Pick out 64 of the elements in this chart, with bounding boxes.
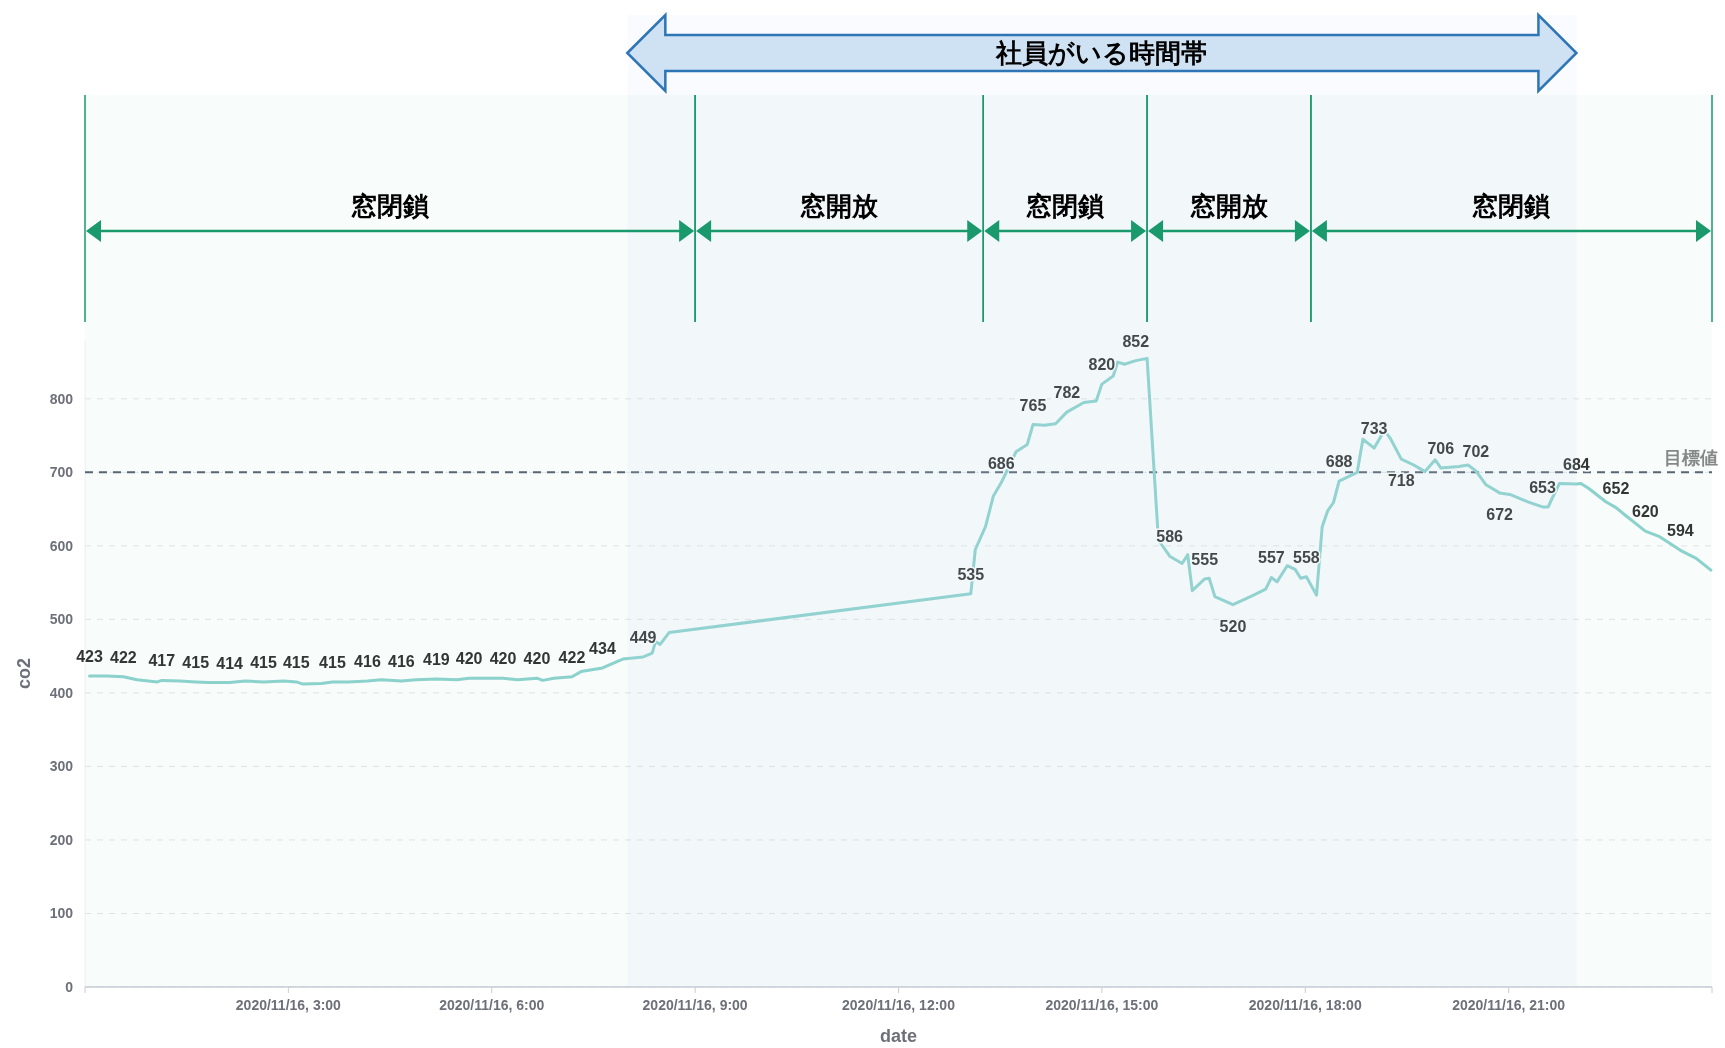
data-label: 415 [282,653,310,671]
data-label: 688 [1325,453,1353,471]
band-label: 窓閉鎖 [1472,191,1552,221]
data-label: 416 [354,653,381,671]
data-label: 520 [1219,617,1247,635]
y-tick-label: 100 [49,905,74,922]
data-label: 586 [1156,528,1184,546]
data-label: 782 [1053,384,1081,402]
data-label: 419 [423,650,450,668]
y-tick-label: 200 [49,831,74,848]
data-label: 420 [523,650,551,668]
data-label: 415 [250,653,277,671]
data-label: 449 [629,628,657,646]
data-label: 684 [1563,456,1590,474]
data-label: 706 [1427,439,1455,457]
data-label: 420 [489,650,517,668]
data-label: 415 [182,653,210,671]
y-tick-label: 400 [49,684,74,701]
data-label: 852 [1122,332,1150,350]
data-label: 558 [1293,548,1320,566]
x-tick-label: 2020/11/16, 21:00 [1452,997,1566,1013]
data-label: 702 [1462,442,1490,460]
band-label: 窓開放 [800,191,880,221]
x-tick-label: 2020/11/16, 6:00 [439,997,545,1013]
ref-line-label: 目標値 [1664,448,1718,469]
x-tick-label: 2020/11/16, 9:00 [642,997,748,1013]
data-label: 653 [1529,478,1556,496]
data-label: 535 [957,565,985,583]
y-tick-label: 300 [49,758,74,775]
data-label: 733 [1360,420,1388,438]
data-label: 420 [455,650,483,668]
y-tick-label: 700 [49,464,74,481]
x-tick-label: 2020/11/16, 12:00 [842,997,956,1013]
band-label: 窓閉鎖 [351,191,431,221]
band-label: 窓閉鎖 [1026,191,1106,221]
data-label: 820 [1088,356,1116,374]
y-axis-title: co2 [14,657,34,690]
band-label: 社員がいる時間帯 [995,38,1208,68]
data-label: 718 [1387,472,1415,490]
data-label: 594 [1667,522,1694,540]
data-label: 422 [110,648,137,666]
data-label: 423 [76,648,103,665]
x-axis-title: date [879,1026,918,1046]
data-label: 555 [1191,550,1219,568]
data-label: 765 [1019,396,1047,414]
data-label: 652 [1602,479,1630,497]
data-label: 417 [148,652,176,670]
y-tick-label: 0 [65,979,74,995]
data-label: 415 [319,653,346,671]
y-tick-label: 500 [49,611,74,628]
x-tick-label: 2020/11/16, 3:00 [235,997,342,1013]
data-label: 422 [558,648,586,666]
x-tick-label: 2020/11/16, 15:00 [1045,997,1159,1013]
data-label: 557 [1258,549,1285,567]
data-label: 686 [987,454,1015,472]
data-label: 620 [1631,503,1659,521]
data-label: 416 [388,653,415,671]
data-label: 434 [589,639,616,657]
y-tick-label: 800 [49,390,74,407]
x-tick-label: 2020/11/16, 18:00 [1248,997,1362,1013]
band-label: 窓開放 [1189,191,1269,221]
y-tick-label: 600 [49,537,74,554]
data-label: 672 [1486,505,1514,523]
data-label: 414 [216,654,244,672]
